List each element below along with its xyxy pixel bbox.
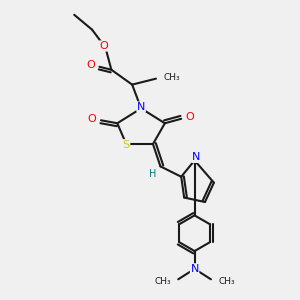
Text: N: N — [137, 102, 145, 112]
Text: CH₃: CH₃ — [154, 277, 171, 286]
Text: S: S — [123, 140, 130, 150]
Text: O: O — [100, 41, 108, 51]
Text: O: O — [186, 112, 194, 122]
Text: N: N — [190, 264, 199, 274]
Text: CH₃: CH₃ — [164, 73, 180, 82]
Text: H: H — [149, 169, 157, 179]
Text: O: O — [88, 114, 96, 124]
Text: CH₃: CH₃ — [218, 277, 235, 286]
Text: N: N — [192, 152, 200, 162]
Text: O: O — [86, 60, 95, 70]
